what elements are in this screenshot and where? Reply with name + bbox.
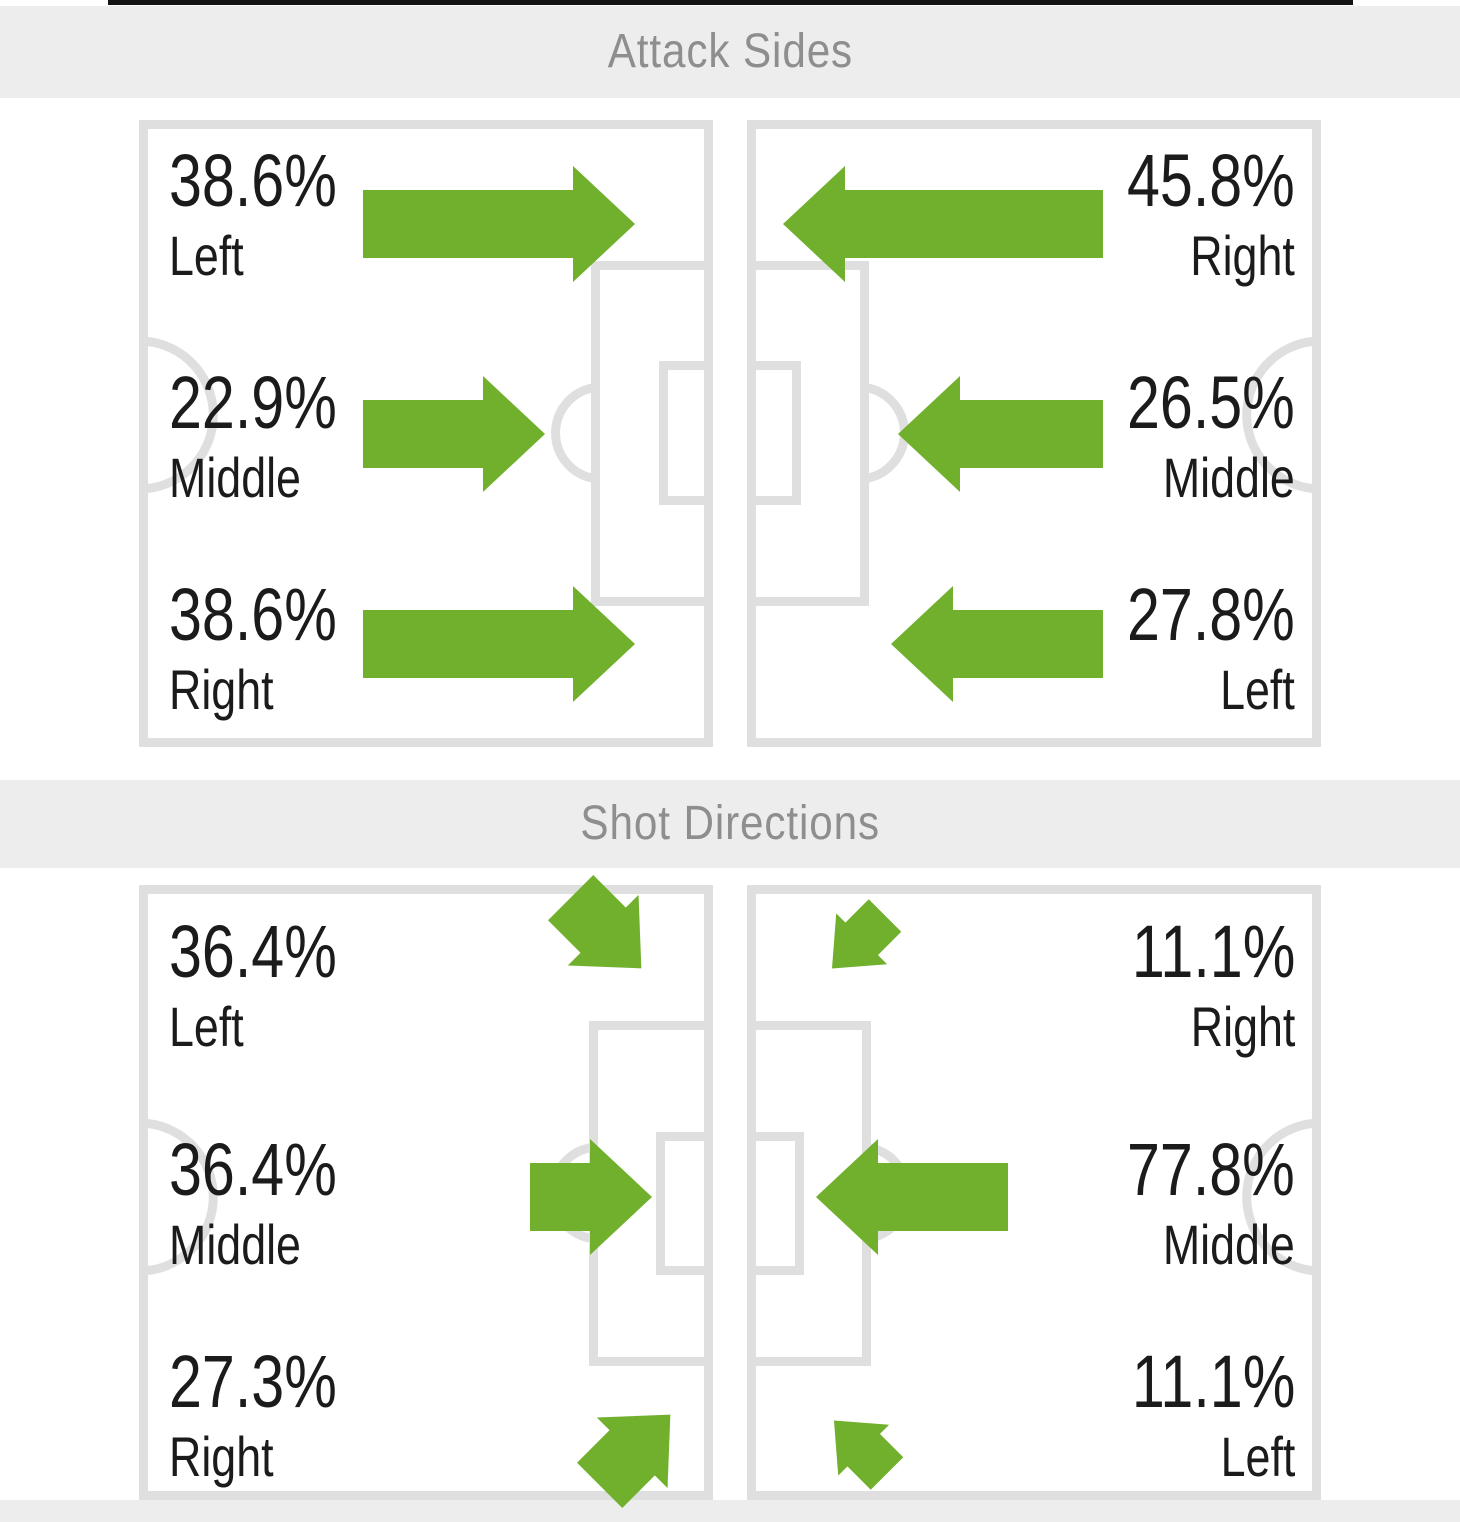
arrow-head bbox=[783, 166, 845, 282]
attack-arrow-left-icon bbox=[891, 586, 1103, 702]
arrow-shaft bbox=[363, 400, 485, 468]
stat-percent: 11.1% bbox=[1131, 910, 1295, 993]
pitch-border bbox=[747, 885, 1321, 1500]
penalty-box bbox=[747, 261, 869, 606]
stat-row: 22.9% Middle bbox=[169, 364, 337, 508]
stat-percent: 27.3% bbox=[169, 1340, 337, 1423]
center-circle-arc bbox=[146, 1118, 218, 1276]
stat-label: Middle bbox=[169, 446, 301, 509]
stat-percent: 22.9% bbox=[169, 361, 337, 444]
arrow-head bbox=[573, 586, 635, 702]
stat-row: 36.4% Left bbox=[169, 913, 337, 1057]
stat-percent: 11.1% bbox=[1131, 1340, 1295, 1423]
arrow-shaft bbox=[958, 400, 1103, 468]
shot-arrow-left-icon bbox=[816, 1139, 1008, 1255]
goal-area bbox=[747, 361, 801, 505]
half-pitch-diagram-away bbox=[747, 120, 1321, 747]
stat-label: Left bbox=[1220, 1425, 1295, 1488]
arrow-head bbox=[483, 376, 545, 492]
attack-arrow-left-icon bbox=[898, 376, 1103, 492]
arrow-shaft bbox=[951, 610, 1103, 678]
half-pitch-diagram-home bbox=[139, 120, 713, 747]
attack-sides-panel-away: 45.8% Right 26.5% Middle 27.8% Left bbox=[747, 120, 1321, 747]
stat-row: 11.1% Right bbox=[1132, 913, 1295, 1057]
attack-arrow-left-icon bbox=[783, 166, 1103, 282]
section-title-attack-sides: Attack Sides bbox=[607, 25, 853, 78]
stat-label: Right bbox=[169, 1425, 274, 1488]
stat-row: 45.8% Right bbox=[1127, 142, 1295, 286]
stat-percent: 36.4% bbox=[169, 1128, 337, 1211]
stat-percent: 26.5% bbox=[1127, 361, 1295, 444]
stat-label: Left bbox=[169, 224, 244, 287]
stat-percent: 38.6% bbox=[169, 573, 337, 656]
arrow-shaft bbox=[843, 190, 1103, 258]
arrow-shaft bbox=[363, 190, 575, 258]
arrow-head bbox=[573, 166, 635, 282]
stat-percent: 77.8% bbox=[1127, 1128, 1295, 1211]
stat-row: 36.4% Middle bbox=[169, 1131, 337, 1275]
stat-row: 27.3% Right bbox=[169, 1343, 337, 1487]
center-circle-arc bbox=[1242, 336, 1314, 494]
stat-label: Middle bbox=[1163, 1213, 1295, 1276]
attack-arrow-right-icon bbox=[363, 166, 635, 282]
attack-arrow-right-icon bbox=[363, 376, 545, 492]
stat-row: 11.1% Left bbox=[1132, 1343, 1295, 1487]
stat-percent: 45.8% bbox=[1127, 139, 1295, 222]
stat-label: Left bbox=[169, 995, 244, 1058]
section-title-shot-directions: Shot Directions bbox=[580, 797, 880, 850]
stat-row: 77.8% Middle bbox=[1127, 1131, 1295, 1275]
pitch-border bbox=[139, 120, 713, 747]
arrow-head bbox=[898, 376, 960, 492]
shot-directions-panel-away: 11.1% Right 77.8% Middle 11.1% Left bbox=[747, 885, 1321, 1500]
stat-percent: 27.8% bbox=[1127, 573, 1295, 656]
stat-row: 38.6% Right bbox=[169, 576, 337, 720]
stat-label: Right bbox=[169, 658, 274, 721]
section-header-shot-directions: Shot Directions bbox=[0, 780, 1460, 868]
arrow-shaft bbox=[363, 610, 575, 678]
shot-directions-panel-home: 36.4% Left 36.4% Middle 27.3% Right bbox=[139, 875, 713, 1508]
penalty-arc bbox=[551, 382, 597, 484]
stat-label: Middle bbox=[169, 1213, 301, 1276]
attack-sides-panel-home: 38.6% Left 22.9% Middle 38.6% Right bbox=[139, 120, 713, 747]
penalty-arc bbox=[863, 382, 909, 484]
section-header-attack-sides: Attack Sides bbox=[0, 6, 1460, 98]
arrow-head bbox=[816, 1139, 878, 1255]
half-pitch-diagram-away bbox=[747, 885, 1321, 1500]
attack-arrow-right-icon bbox=[363, 586, 635, 702]
stat-row: 26.5% Middle bbox=[1127, 364, 1295, 508]
shot-arrow-right-icon bbox=[530, 1139, 652, 1255]
arrow-shaft bbox=[876, 1163, 1008, 1231]
bottom-strip bbox=[0, 1500, 1460, 1522]
pitch-border bbox=[139, 885, 713, 1500]
stat-percent: 38.6% bbox=[169, 139, 337, 222]
stat-row: 27.8% Left bbox=[1127, 576, 1295, 720]
pitch-border bbox=[747, 120, 1321, 747]
goal-area bbox=[656, 1132, 713, 1275]
penalty-box bbox=[747, 1021, 871, 1366]
stat-label: Right bbox=[1190, 995, 1295, 1058]
goal-area bbox=[747, 1132, 804, 1275]
goal-area bbox=[659, 361, 713, 505]
stat-label: Right bbox=[1190, 224, 1295, 287]
center-circle-arc bbox=[1242, 1118, 1314, 1276]
center-circle-arc bbox=[146, 336, 218, 494]
arrow-shaft bbox=[530, 1163, 592, 1231]
shot-directions-area: 36.4% Left 36.4% Middle 27.3% Right bbox=[0, 872, 1460, 1522]
penalty-box bbox=[591, 261, 713, 606]
top-divider-bar bbox=[108, 0, 1353, 5]
arrow-head bbox=[590, 1139, 652, 1255]
stat-label: Middle bbox=[1163, 446, 1295, 509]
stat-label: Left bbox=[1220, 658, 1295, 721]
arrow-head bbox=[891, 586, 953, 702]
stat-percent: 36.4% bbox=[169, 910, 337, 993]
stat-row: 38.6% Left bbox=[169, 142, 337, 286]
